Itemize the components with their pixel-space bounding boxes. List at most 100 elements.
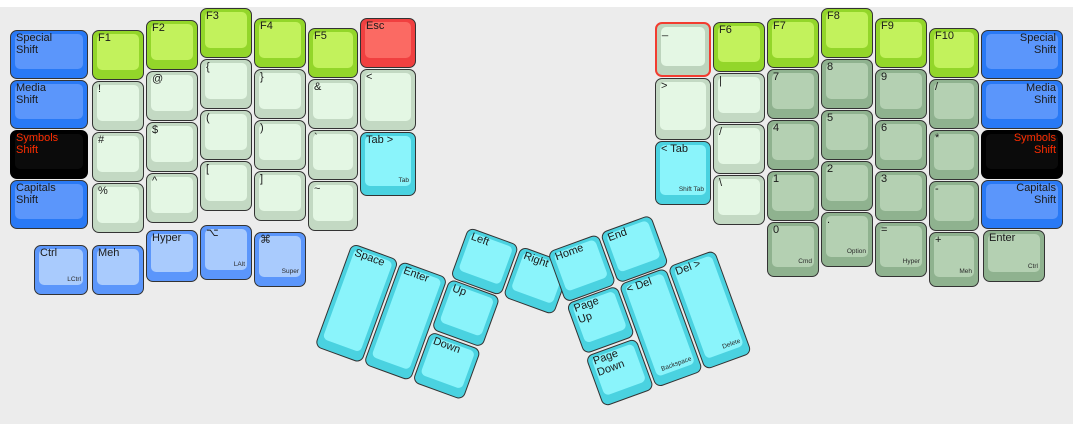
left-col-f1-key-3[interactable]: # xyxy=(92,132,144,182)
right-col-dash-key-3[interactable]: < Tab Shift Tab xyxy=(655,141,711,205)
right-col-shifts-key-4[interactable]: Capitals Shift xyxy=(981,180,1063,229)
key-cap xyxy=(259,73,301,109)
key-cap xyxy=(986,84,1058,119)
key-cap xyxy=(97,136,139,172)
key-cap xyxy=(313,83,353,119)
right-col-f10-key-4[interactable]: - xyxy=(929,181,979,231)
right-col-f7-key-1[interactable]: F7 xyxy=(767,18,819,68)
left-col-esc-key-2[interactable]: < xyxy=(360,69,416,131)
left-col-f2-key-3[interactable]: $ xyxy=(146,122,198,172)
right-col-f6-key-4[interactable]: \ xyxy=(713,175,765,225)
left-col-f3-key-4[interactable]: [ xyxy=(200,161,252,211)
key-cap xyxy=(718,128,760,164)
right-col-shifts-key-1[interactable]: Special Shift xyxy=(981,30,1063,79)
key-cap xyxy=(151,24,193,60)
key-label: Symbols Shift xyxy=(1013,132,1056,156)
left-col-f1-key-2[interactable]: ! xyxy=(92,81,144,131)
right-col-f7-key-4[interactable]: 1 xyxy=(767,171,819,221)
key-sublabel: Ctrl xyxy=(1027,263,1038,270)
key-cap xyxy=(880,124,922,160)
key-label: 3 xyxy=(881,173,888,185)
key-label: / xyxy=(935,81,939,93)
right-col-shifts-key-5[interactable]: Enter Ctrl xyxy=(983,230,1045,282)
left-col-f4-key-2[interactable]: } xyxy=(254,69,306,119)
key-cap xyxy=(97,187,139,223)
right-col-f10-key-5[interactable]: + Meh xyxy=(929,232,979,287)
key-label: F8 xyxy=(827,10,840,22)
key-label: F6 xyxy=(719,24,732,36)
left-col-esc-key-3[interactable]: Tab > Tab xyxy=(360,132,416,196)
right-col-f6-key-3[interactable]: / xyxy=(713,124,765,174)
left-col-shifts-key-3[interactable]: Symbols Shift xyxy=(10,130,88,179)
key-cap xyxy=(934,134,974,170)
right-col-dash-key-1[interactable]: _ xyxy=(655,22,711,77)
left-col-f2-key-2[interactable]: @ xyxy=(146,71,198,121)
left-col-f3-key-2[interactable]: { xyxy=(200,59,252,109)
left-col-f1-key-1[interactable]: F1 xyxy=(92,30,144,80)
right-col-f10-key-3[interactable]: * xyxy=(929,130,979,180)
key-label: ! xyxy=(98,83,102,95)
right-col-f7-key-3[interactable]: 4 xyxy=(767,120,819,170)
key-cap xyxy=(988,234,1040,272)
left-col-f3-key-3[interactable]: ( xyxy=(200,110,252,160)
key-label: ^ xyxy=(152,175,158,187)
right-col-f8-key-4[interactable]: 2 xyxy=(821,161,873,211)
key-label: [ xyxy=(206,163,210,175)
left-col-f5-key-4[interactable]: ~ xyxy=(308,181,358,231)
left-bottom-key-1[interactable]: Ctrl LCtrl xyxy=(34,245,88,295)
left-col-shifts-key-2[interactable]: Media Shift xyxy=(10,80,88,129)
left-col-f2-key-4[interactable]: ^ xyxy=(146,173,198,223)
right-col-f9-key-4[interactable]: 3 xyxy=(875,171,927,221)
key-label: * xyxy=(935,132,940,144)
right-col-f6-key-1[interactable]: F6 xyxy=(713,22,765,72)
right-col-f8-key-3[interactable]: 5 xyxy=(821,110,873,160)
key-cap xyxy=(151,234,193,272)
right-col-shifts-key-2[interactable]: Media Shift xyxy=(981,80,1063,129)
right-col-f6-key-2[interactable]: | xyxy=(713,73,765,123)
key-cap xyxy=(986,134,1058,169)
left-bottom-key-3[interactable]: Hyper xyxy=(146,230,198,282)
left-col-f3-key-1[interactable]: F3 xyxy=(200,8,252,58)
left-col-f5-key-3[interactable]: ` xyxy=(308,130,358,180)
left-col-esc-key-1[interactable]: Esc xyxy=(360,18,416,68)
right-col-f9-key-5[interactable]: = Hyper xyxy=(875,222,927,277)
key-cap xyxy=(15,84,83,119)
left-col-shifts-key-1[interactable]: Special Shift xyxy=(10,30,88,79)
right-col-f10-key-2[interactable]: / xyxy=(929,79,979,129)
key-label: 0 xyxy=(773,224,780,236)
key-cap xyxy=(718,77,760,113)
key-label: F4 xyxy=(260,20,273,32)
left-col-f4-key-4[interactable]: ] xyxy=(254,171,306,221)
left-bottom-key-5[interactable]: ⌘ Super xyxy=(254,232,306,287)
left-bottom-key-4[interactable]: ⌥ LAlt xyxy=(200,225,252,280)
left-col-f5-key-1[interactable]: F5 xyxy=(308,28,358,78)
left-bottom-key-2[interactable]: Meh xyxy=(92,245,144,295)
key-cap xyxy=(660,82,706,130)
left-col-f5-key-2[interactable]: & xyxy=(308,79,358,129)
key-label: Hyper xyxy=(152,232,182,244)
right-col-f8-key-5[interactable]: . Option xyxy=(821,212,873,267)
right-col-f8-key-1[interactable]: F8 xyxy=(821,8,873,58)
right-col-f9-key-3[interactable]: 6 xyxy=(875,120,927,170)
key-cap xyxy=(39,249,83,285)
key-sublabel: Option xyxy=(846,248,866,255)
right-col-f7-key-5[interactable]: 0 Cmd xyxy=(767,222,819,277)
left-col-f4-key-1[interactable]: F4 xyxy=(254,18,306,68)
key-label: / xyxy=(719,126,723,138)
left-col-f1-key-4[interactable]: % xyxy=(92,183,144,233)
key-cap xyxy=(313,134,353,170)
left-col-f2-key-1[interactable]: F2 xyxy=(146,20,198,70)
key-cap xyxy=(205,229,247,270)
right-col-f8-key-2[interactable]: 8 xyxy=(821,59,873,109)
right-col-f7-key-2[interactable]: 7 xyxy=(767,69,819,119)
left-col-shifts-key-4[interactable]: Capitals Shift xyxy=(10,180,88,229)
left-col-f4-key-3[interactable]: ) xyxy=(254,120,306,170)
key-cap xyxy=(151,126,193,162)
right-col-f9-key-1[interactable]: F9 xyxy=(875,18,927,68)
key-cap xyxy=(934,185,974,221)
right-col-dash-key-2[interactable]: > xyxy=(655,78,711,140)
right-col-f9-key-2[interactable]: 9 xyxy=(875,69,927,119)
key-cap xyxy=(15,34,83,69)
right-col-shifts-key-3[interactable]: Symbols Shift xyxy=(981,130,1063,179)
right-col-f10-key-1[interactable]: F10 xyxy=(929,28,979,78)
